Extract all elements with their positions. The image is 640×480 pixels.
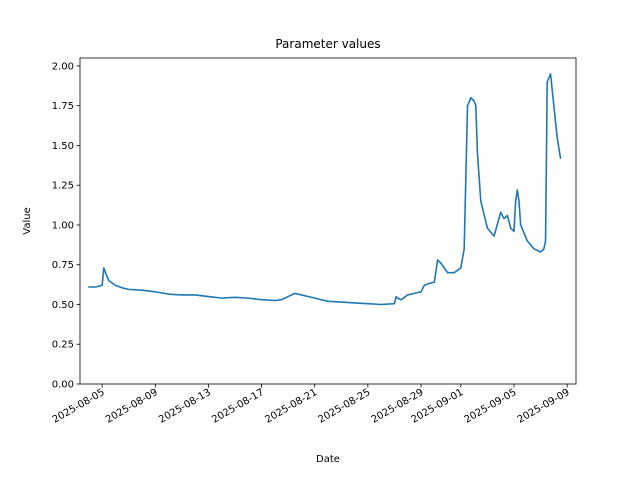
plot-frame <box>79 57 577 385</box>
y-tick-label: 0.00 <box>52 380 74 391</box>
y-tick-label: 1.75 <box>52 101 74 112</box>
plot-area <box>88 73 562 306</box>
y-tick-label: 1.50 <box>52 141 74 152</box>
series-line-0 <box>88 73 562 306</box>
y-tick-label: 2.00 <box>52 61 74 72</box>
y-tick-label: 0.75 <box>52 260 74 271</box>
chart-title: Parameter values <box>275 37 380 51</box>
y-tick-label: 1.00 <box>52 220 74 231</box>
y-tick-label: 0.25 <box>52 340 74 351</box>
y-axis: 0.00 0.25 0.50 0.75 1.00 1.25 1.50 1.75 2.00 <box>52 61 80 391</box>
y-tick-label: 0.50 <box>52 300 74 311</box>
y-axis-label: Value <box>22 207 33 234</box>
y-tick-label: 1.25 <box>52 181 74 192</box>
x-axis-label: Date <box>316 454 340 465</box>
